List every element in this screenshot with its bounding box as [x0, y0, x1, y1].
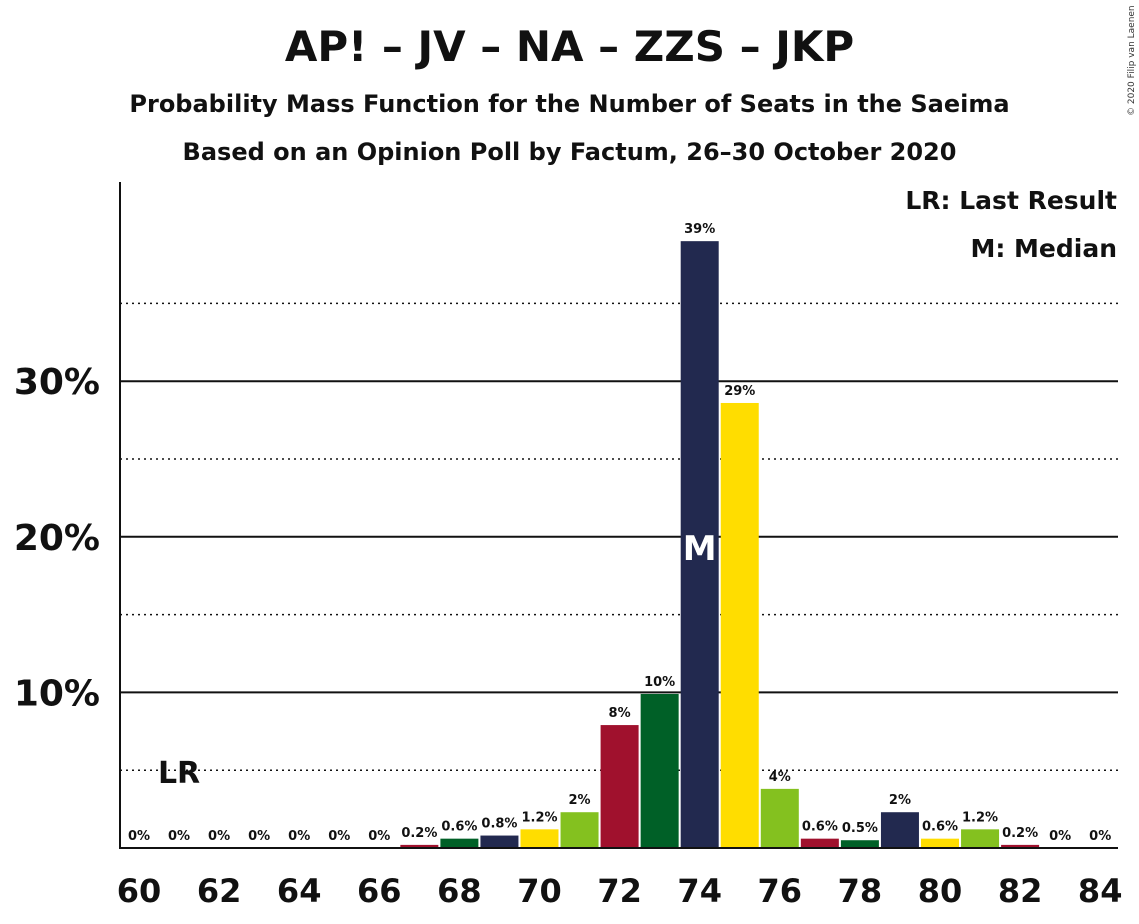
data-label-seat-82: 0.2% [1002, 826, 1038, 841]
x-tick-label-84: 84 [1078, 872, 1123, 910]
y-tick-label-10: 10% [14, 673, 100, 714]
data-label-seat-61: 0% [168, 829, 190, 844]
data-label-seat-62: 0% [208, 829, 230, 844]
x-tick-label-60: 60 [117, 872, 162, 910]
legend-last-result: LR: Last Result [905, 186, 1117, 215]
data-label-seat-81: 1.2% [962, 810, 998, 825]
bar-seat-80 [921, 838, 959, 848]
y-tick-label-20: 20% [14, 518, 100, 559]
bar-seat-68 [440, 838, 479, 848]
data-label-seat-71: 2% [569, 793, 591, 808]
grid-lines [120, 302, 1118, 771]
copyright-note: © 2020 Filip van Laenen [1127, 5, 1137, 116]
copyright-text: © 2020 Filip van Laenen [1127, 5, 1137, 116]
bar-seat-76 [760, 788, 799, 848]
last-result-marker: LR [158, 756, 200, 791]
legend-median: M: Median [970, 234, 1117, 263]
x-tick-label-80: 80 [918, 872, 963, 910]
x-tick-label-72: 72 [597, 872, 642, 910]
chart-subtitle: Probability Mass Function for the Number… [129, 90, 1010, 118]
x-tick-label-64: 64 [277, 872, 322, 910]
bars [400, 241, 1040, 848]
tick-labels: 60 62 64 66 68 70 72 74 76 78 80 82 84 10% 20% 30% [14, 362, 1123, 910]
bar-seat-70 [520, 829, 559, 848]
data-label-seat-66: 0% [368, 829, 390, 844]
x-tick-label-76: 76 [758, 872, 803, 910]
x-tick-label-62: 62 [197, 872, 242, 910]
bar-seat-75 [720, 402, 759, 848]
bar-seat-82 [1001, 844, 1040, 848]
axes [119, 182, 1118, 849]
median-marker: M [683, 529, 717, 569]
bar-seat-67 [400, 844, 439, 848]
data-label-seat-78: 0.5% [842, 821, 878, 836]
data-label-seat-80: 0.6% [922, 820, 958, 835]
x-tick-label-78: 78 [838, 872, 883, 910]
markers: LR M [158, 529, 717, 791]
bar-seat-78 [840, 840, 879, 848]
data-label-seat-64: 0% [288, 829, 310, 844]
chart-source-subtitle: Based on an Opinion Poll by Factum, 26–3… [182, 138, 957, 166]
data-label-seat-65: 0% [328, 829, 350, 844]
bar-seat-72 [600, 725, 639, 848]
y-tick-label-30: 30% [14, 362, 100, 403]
data-label-seat-72: 8% [609, 706, 631, 721]
data-label-seat-84: 0% [1089, 829, 1111, 844]
data-label-seat-69: 0.8% [481, 817, 517, 832]
data-label-seat-76: 4% [769, 770, 791, 785]
data-label-seat-74: 39% [684, 222, 715, 237]
bar-seat-77 [800, 838, 839, 848]
x-tick-label-82: 82 [998, 872, 1043, 910]
data-label-seat-67: 0.2% [401, 826, 437, 841]
data-label-seat-70: 1.2% [521, 810, 557, 825]
data-label-seat-83: 0% [1049, 829, 1071, 844]
data-label-seat-79: 2% [889, 793, 911, 808]
bar-seat-69 [480, 835, 519, 848]
data-label-seat-63: 0% [248, 829, 270, 844]
data-label-seat-75: 29% [724, 384, 755, 399]
x-tick-label-66: 66 [357, 872, 402, 910]
data-label-seat-73: 10% [644, 675, 675, 690]
x-tick-label-68: 68 [437, 872, 482, 910]
x-tick-label-70: 70 [517, 872, 562, 910]
bar-seat-81 [961, 829, 1000, 848]
data-label-seat-60: 0% [128, 829, 150, 844]
data-label-seat-68: 0.6% [441, 820, 477, 835]
chart-title: AP! – JV – NA – ZZS – JKP [284, 22, 855, 71]
bar-seat-73 [640, 693, 679, 848]
x-tick-label-74: 74 [677, 872, 722, 910]
bar-seat-71 [560, 812, 599, 848]
bar-seat-74 [680, 241, 719, 848]
data-labels: 0% 0% 0% 0% 0% 0% 0% 0.2% 0.6% 0.8% 1.2% 2% 8% 10% 39%… [128, 222, 1111, 844]
bar-seat-79 [880, 812, 919, 848]
data-label-seat-77: 0.6% [802, 820, 838, 835]
